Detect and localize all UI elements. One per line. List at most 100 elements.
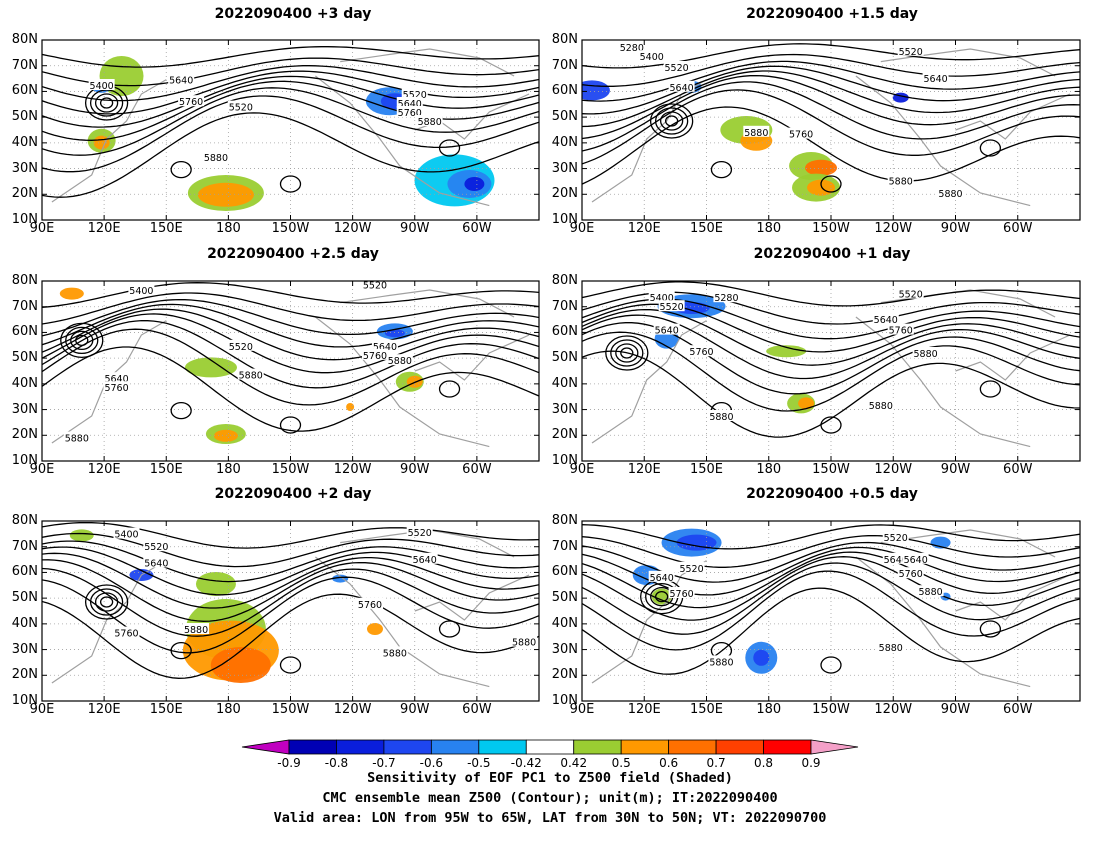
lat-tick-label: 40N xyxy=(11,615,38,631)
contour-label: 5280 xyxy=(620,43,644,54)
lon-tick-label: 90E xyxy=(29,221,55,236)
lon-tick-label: 90W xyxy=(400,462,430,477)
coastline xyxy=(51,79,167,203)
lon-tick-label: 60W xyxy=(1003,221,1033,236)
lat-tick-label: 80N xyxy=(551,32,578,47)
z500-closed-contour xyxy=(99,596,114,608)
panel-title-6: 2022090400 +0.5 day xyxy=(746,486,918,502)
z500-closed-contour xyxy=(820,656,842,674)
sensitivity-shading xyxy=(210,647,271,683)
coastline xyxy=(955,93,1071,140)
z500-closed-contour xyxy=(610,339,644,367)
z500-contour xyxy=(42,46,539,68)
z500-closed-contour xyxy=(605,335,649,371)
lat-tick-label: 40N xyxy=(551,134,578,150)
z500-contour xyxy=(42,282,539,309)
z500-contour xyxy=(42,292,539,325)
lon-tick-label: 90W xyxy=(400,702,430,717)
lat-tick-label: 30N xyxy=(551,160,578,176)
coastline xyxy=(855,316,1031,448)
colorbar-label: 0.5 xyxy=(611,756,631,770)
coastline xyxy=(51,320,167,444)
z500-closed-contour xyxy=(820,175,842,193)
lon-tick-label: 150E xyxy=(689,221,724,236)
lat-tick-label: 70N xyxy=(551,298,578,314)
lon-tick-label: 180 xyxy=(215,221,241,236)
lat-tick-label: 50N xyxy=(11,590,38,606)
lat-tick-label: 20N xyxy=(551,186,578,202)
colorbar-swatch xyxy=(525,739,575,755)
lon-tick-label: 120E xyxy=(87,462,121,477)
lon-tick-label: 90E xyxy=(569,462,595,477)
colorbar-label: 0.7 xyxy=(706,756,726,770)
z500-closed-contour xyxy=(279,656,302,674)
contour-label: 5640 xyxy=(144,558,168,569)
lon-tick-label: 180 xyxy=(756,702,782,717)
contour-label: 5400 xyxy=(114,530,138,541)
z500-contour xyxy=(42,80,539,141)
colorbar-label: -0.42 xyxy=(510,756,542,770)
lat-tick-label: 50N xyxy=(11,350,38,366)
contour-label: 5640 xyxy=(923,74,947,85)
contour-label: 5640 xyxy=(884,555,908,566)
lat-tick-label: 80N xyxy=(551,273,578,288)
z500-contour xyxy=(42,313,539,374)
lat-tick-label: 60N xyxy=(11,83,38,99)
contour-label: 5520 xyxy=(408,528,432,539)
contour-label: 5880 xyxy=(418,117,442,128)
z500-closed-contour xyxy=(654,107,689,135)
z500-contour xyxy=(42,65,539,102)
z500-contour xyxy=(582,314,1080,380)
lat-tick-label: 20N xyxy=(551,667,578,683)
contour-label: 5520 xyxy=(363,281,387,292)
lon-tick-label: 90E xyxy=(569,221,595,236)
lon-tick-label: 150W xyxy=(812,702,850,717)
z500-closed-contour xyxy=(979,380,1002,398)
contour-label: 5760 xyxy=(104,383,128,394)
z500-contour xyxy=(582,53,1080,87)
colorbar-low-triangle xyxy=(241,739,290,755)
coastline xyxy=(340,289,515,318)
contour-label: 5760 xyxy=(398,108,422,119)
coastline xyxy=(855,75,1031,207)
lat-tick-label: 50N xyxy=(11,109,38,125)
z500-contour xyxy=(42,540,539,583)
map-panel-4: 5400 528055205640576055205640576058805880… xyxy=(581,280,1081,462)
lat-tick-label: 60N xyxy=(551,564,578,580)
z500-contour xyxy=(582,281,1080,307)
z500-contour xyxy=(42,328,539,406)
colorbar-high-triangle xyxy=(810,739,859,755)
lat-tick-label: 20N xyxy=(551,427,578,443)
z500-closed-contour xyxy=(279,175,302,193)
contour-label: 5640 xyxy=(670,83,694,94)
z500-closed-contour xyxy=(170,401,192,420)
coastline xyxy=(591,320,707,444)
lon-tick-label: 60W xyxy=(1003,702,1033,717)
lon-tick-label: 120W xyxy=(333,702,372,717)
z500-closed-contour xyxy=(170,160,192,179)
contour-label: 5640 xyxy=(650,573,674,584)
lon-tick-label: 120E xyxy=(87,702,121,717)
contour-label: 5880 xyxy=(388,356,412,367)
contour-label: 5880 xyxy=(879,643,903,654)
contour-label: 5400 xyxy=(640,52,664,63)
colorbar-swatch xyxy=(573,739,622,755)
lat-tick-label: 80N xyxy=(11,513,38,528)
z500-contour xyxy=(582,534,1080,568)
sensitivity-shading xyxy=(195,572,236,596)
z500-contour xyxy=(582,556,1080,621)
lat-tick-label: 10N xyxy=(11,693,38,708)
panel-title-2: 2022090400 +1.5 day xyxy=(746,6,918,22)
lon-tick-label: 120W xyxy=(874,462,913,477)
z500-closed-contour xyxy=(84,584,129,620)
colorbar-swatch xyxy=(430,739,480,755)
lat-tick-label: 30N xyxy=(551,401,578,417)
lon-tick-label: 120E xyxy=(627,221,661,236)
coastline xyxy=(315,556,490,688)
contour-label: 5520 xyxy=(229,103,253,114)
lon-tick-label: 60W xyxy=(462,462,492,477)
lat-tick-label: 10N xyxy=(551,212,578,227)
contour-label: 5760 xyxy=(114,629,138,640)
lon-tick-label: 150W xyxy=(271,702,310,717)
z500-contour xyxy=(42,308,539,361)
